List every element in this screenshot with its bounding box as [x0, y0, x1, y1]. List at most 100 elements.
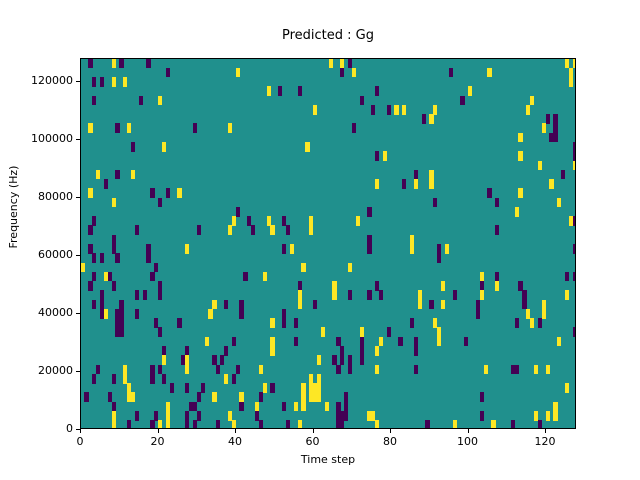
heatmap-cell — [111, 234, 116, 245]
heatmap-cell — [421, 114, 426, 124]
heatmap-cell — [413, 179, 419, 189]
heatmap-cell — [437, 336, 442, 347]
heatmap-cell — [99, 299, 105, 310]
heatmap-cell — [526, 104, 531, 115]
heatmap-cell — [282, 401, 287, 412]
heatmap-cell — [158, 281, 163, 291]
heatmap-cell — [495, 225, 500, 236]
heatmap-cell — [340, 410, 345, 421]
heatmap-cell — [258, 392, 264, 403]
y-tick-label: 20000 — [38, 364, 73, 378]
heatmap-cell — [123, 373, 128, 384]
heatmap-cell — [185, 383, 190, 393]
y-tick-mark — [76, 429, 80, 430]
heatmap-cell — [316, 355, 322, 365]
heatmap-cell — [192, 420, 198, 428]
heatmap-cell — [475, 299, 481, 310]
heatmap-cell — [212, 299, 217, 310]
heatmap-cell — [336, 336, 341, 347]
y-tick-label: 120000 — [31, 74, 73, 88]
heatmap-cell — [96, 169, 101, 180]
heatmap-cell — [127, 383, 132, 393]
heatmap-cell — [564, 290, 570, 301]
heatmap-cell — [301, 383, 306, 393]
heatmap-cell — [340, 67, 345, 78]
y-tick-mark — [76, 313, 80, 315]
heatmap-cell — [158, 290, 163, 301]
heatmap-cell — [557, 197, 562, 208]
heatmap-cell — [347, 59, 353, 69]
heatmap-cell — [464, 336, 469, 347]
heatmap-cell — [448, 67, 453, 78]
heatmap-cell — [479, 281, 484, 291]
heatmap-cell — [297, 420, 302, 428]
heatmap-cell — [541, 123, 546, 134]
x-tick-mark — [467, 429, 469, 433]
heatmap-cell — [99, 308, 105, 319]
heatmap-cell — [158, 364, 163, 375]
heatmap-cell — [460, 95, 465, 106]
heatmap-cell — [526, 308, 531, 319]
heatmap-cell — [336, 420, 341, 428]
heatmap-cell — [107, 271, 112, 282]
heatmap-cell — [243, 271, 248, 282]
heatmap-cell — [165, 188, 171, 199]
heatmap-cell — [475, 308, 481, 319]
heatmap-cell — [107, 392, 112, 403]
heatmap-cell — [568, 77, 574, 87]
heatmap-cell — [88, 225, 93, 236]
x-tick-mark — [545, 429, 546, 433]
heatmap-cell — [572, 151, 575, 161]
heatmap-cell — [115, 169, 120, 180]
heatmap-cell — [154, 318, 159, 328]
heatmap-cell — [553, 123, 558, 134]
heatmap-cell — [130, 169, 136, 180]
y-tick-mark — [76, 81, 80, 83]
heatmap-cell — [413, 346, 419, 356]
heatmap-cell — [440, 299, 446, 310]
heatmap-cell — [429, 114, 434, 124]
heatmap-cell — [227, 410, 233, 421]
heatmap-cell — [185, 244, 190, 254]
heatmap-cell — [429, 169, 434, 180]
heatmap-cell — [165, 410, 171, 421]
plot-area — [80, 58, 576, 429]
heatmap-cell — [239, 392, 244, 403]
heatmap-cell — [134, 308, 140, 319]
heatmap-cell — [239, 308, 244, 319]
heatmap-cell — [313, 383, 318, 393]
heatmap-cell — [270, 346, 275, 356]
heatmap-cell — [185, 355, 190, 365]
heatmap-cell — [572, 216, 575, 226]
heatmap-cell — [216, 364, 221, 375]
heatmap-cell — [378, 290, 384, 301]
heatmap-cell — [568, 216, 574, 226]
heatmap-cell — [483, 364, 488, 375]
heatmap-cell — [177, 318, 182, 328]
heatmap-cell — [115, 318, 120, 328]
heatmap-cell — [92, 216, 97, 226]
heatmap-cell — [81, 262, 85, 273]
heatmap-cell — [134, 225, 140, 236]
heatmap-cell — [266, 86, 271, 96]
heatmap-cell — [541, 308, 546, 319]
heatmap-cell — [111, 420, 116, 428]
heatmap-cell — [359, 336, 364, 347]
heatmap-cell — [518, 281, 523, 291]
heatmap-cell — [417, 299, 422, 310]
heatmap-cell — [227, 225, 233, 236]
heatmap-cell — [111, 59, 116, 69]
heatmap-cell — [479, 271, 484, 282]
heatmap-cell — [293, 401, 298, 412]
heatmap-cell — [530, 95, 535, 106]
heatmap-cell — [309, 225, 314, 236]
heatmap-cell — [92, 95, 97, 106]
heatmap-cell — [572, 271, 575, 282]
heatmap-cell — [344, 401, 349, 412]
heatmap-cell — [254, 410, 260, 421]
heatmap-cell — [533, 410, 539, 421]
x-tick-mark — [390, 429, 391, 433]
heatmap-cell — [270, 225, 275, 236]
heatmap-cell — [514, 206, 519, 217]
heatmap-cell — [270, 383, 275, 393]
